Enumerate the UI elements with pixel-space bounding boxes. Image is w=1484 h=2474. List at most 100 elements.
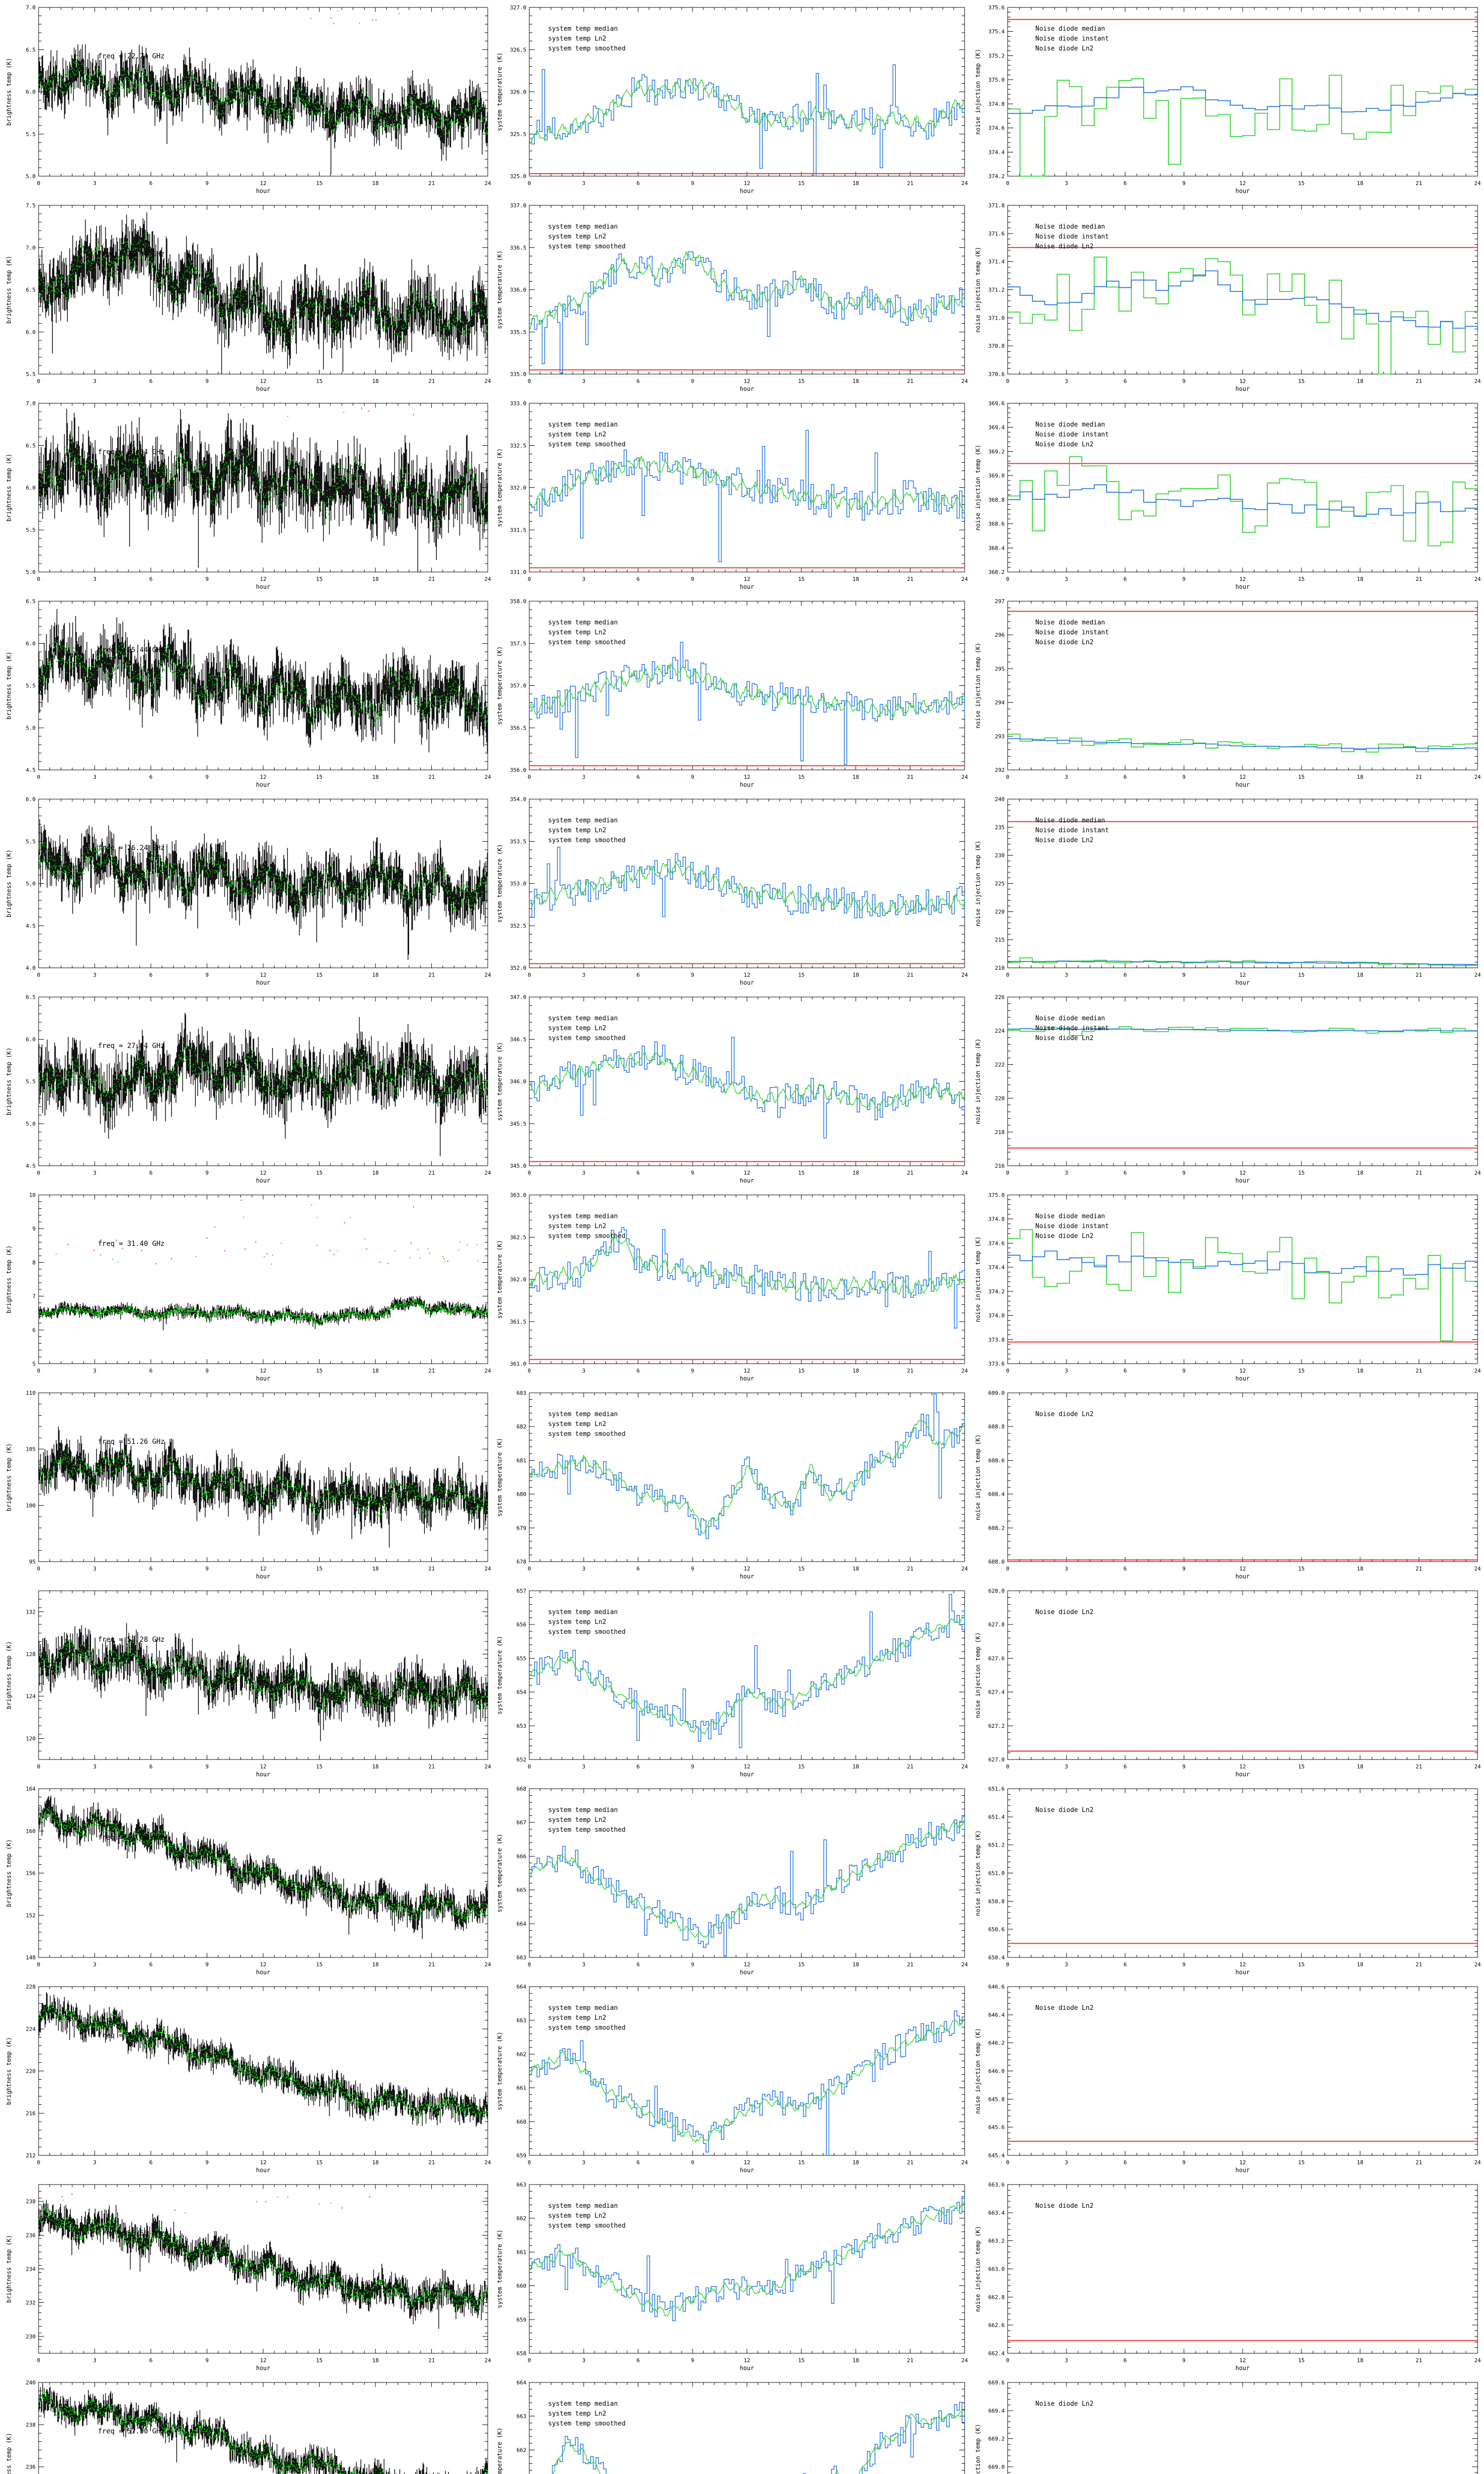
x-tick-label: 3	[93, 180, 96, 187]
y-tick-label: 662	[516, 2215, 526, 2222]
x-tick-label: 6	[1123, 774, 1127, 780]
steps-noise-diode-median	[1008, 484, 1478, 517]
x-tick-label: 9	[1182, 1961, 1186, 1968]
y-tick-label: 333.0	[510, 400, 526, 407]
x-tick-label: 21	[907, 1368, 913, 1374]
plot-brightness-temp-23.84GHz: 0 3 6 9 12 15 18 21 24 5.0 5.5 6.0 6.5 7.0 hour brightn…	[5, 400, 491, 590]
x-tick-label: 3	[1065, 576, 1068, 582]
cell-r7-c1: 0 3 6 9 12 15 18 21 24 5 6 7 8 9 10 hour brightness temp…	[0, 1188, 495, 1385]
outlier-dots-red	[361, 407, 414, 416]
y-tick-label: 651.2	[988, 1842, 1005, 1849]
x-tick-label: 9	[205, 2159, 209, 2166]
x-tick-label: 3	[1065, 1566, 1068, 1572]
y-tick-label: 152	[26, 1912, 36, 1919]
plot-noise-injection-51.26GHz: 0 3 6 9 12 15 18 21 24 608.0 608.2 608.4 608.6 608.8 6…	[974, 1390, 1481, 1580]
y-tick-label: 238	[26, 2198, 36, 2205]
x-tick-label: 6	[149, 378, 153, 384]
x-tick-label: 18	[372, 1170, 378, 1176]
plot-noise-injection-53.86GHz: 0 3 6 9 12 15 18 21 24 650.4 650.6 650.8 651.0 651.2 6…	[974, 1786, 1481, 1976]
x-tick-label: 6	[1123, 1170, 1127, 1176]
x-tick-label: 15	[798, 1763, 804, 1770]
line-system-temp-median	[529, 64, 965, 177]
x-tick-label: 12	[260, 1763, 266, 1770]
x-tick-label: 24	[484, 972, 491, 978]
plot-brightness-temp-26.24GHz: 0 3 6 9 12 15 18 21 24 4.0 4.5 5.0 5.5 6.0 hour brightn…	[5, 796, 491, 986]
x-tick-label: 0	[37, 576, 41, 582]
y-tick-label: 218	[995, 1129, 1005, 1136]
legend-entry: Noise diode median	[1035, 817, 1105, 824]
y-tick-label: 327.0	[510, 4, 526, 11]
x-axis-label: hour	[740, 1573, 754, 1580]
x-tick-label: 15	[1298, 1566, 1304, 1572]
x-tick-label: 21	[1416, 1566, 1422, 1572]
x-tick-label: 15	[1298, 1763, 1304, 1770]
y-tick-label: 669.4	[988, 2408, 1005, 2414]
x-tick-label: 9	[205, 1961, 209, 1968]
x-tick-label: 9	[691, 378, 695, 384]
scatter-green	[38, 639, 488, 725]
y-tick-label: 371.4	[988, 259, 1005, 265]
x-tick-label: 9	[205, 1566, 209, 1572]
y-axis-label: system temperature (K)	[496, 1438, 503, 1517]
x-tick-label: 3	[582, 1170, 586, 1176]
plot-brightness-temp-27.84GHz: 0 3 6 9 12 15 18 21 24 4.5 5.0 5.5 6.0 6.5 hour brightn…	[5, 994, 491, 1184]
y-axis-label: system temperature (K)	[496, 448, 503, 527]
x-tick-label: 3	[93, 2357, 96, 2364]
x-tick-label: 18	[372, 1368, 378, 1374]
x-tick-label: 3	[582, 1961, 586, 1968]
cell-r9-c2: 0 3 6 9 12 15 18 21 24 652 653 654 655 656 657 hour syst…	[495, 1583, 972, 1781]
x-tick-label: 9	[205, 576, 209, 582]
y-tick-label: 5.0	[26, 569, 36, 575]
y-tick-label: 297	[995, 598, 1005, 605]
outlier-dots-red	[67, 1237, 468, 1265]
scatter-green	[38, 1042, 488, 1113]
axis-ticks	[529, 1590, 965, 1760]
x-axis-label: hour	[1236, 781, 1250, 788]
x-tick-label: 18	[852, 1763, 859, 1770]
line-system-temp-median	[529, 1816, 965, 1958]
plot-brightness-temp-57.30GHz: 03691215182124232234236238240hourbrightn…	[5, 2379, 488, 2474]
legend-entry: system temp smoothed	[548, 441, 626, 448]
x-tick-label: 15	[316, 378, 323, 384]
x-tick-label: 18	[372, 1961, 378, 1968]
x-tick-label: 15	[1298, 180, 1304, 187]
y-tick-label: 373.8	[988, 1336, 1005, 1343]
y-tick-label: 374.6	[988, 1240, 1005, 1246]
y-tick-label: 6.0	[26, 485, 36, 491]
y-tick-label: 373.6	[988, 1361, 1005, 1367]
cell-r2-c3: 0 3 6 9 12 15 18 21 24 370.6 370.8 371.0 371.2 371.4 3…	[972, 198, 1484, 396]
y-tick-label: 294	[995, 700, 1005, 706]
y-tick-label: 627.4	[988, 1689, 1005, 1696]
x-tick-label: 9	[691, 1763, 695, 1770]
x-tick-label: 24	[484, 1961, 491, 1968]
y-tick-label: 347.0	[510, 994, 526, 1000]
x-axis-label: hour	[1236, 385, 1250, 392]
x-tick-label: 21	[907, 1961, 913, 1968]
x-tick-label: 12	[1239, 576, 1246, 582]
y-tick-label: 654	[516, 1689, 526, 1696]
y-tick-label: 655	[516, 1655, 526, 1662]
y-axis-label: noise injection temp (K)	[974, 1632, 981, 1718]
x-tick-label: 3	[582, 2159, 586, 2166]
y-tick-label: 110	[26, 1390, 36, 1396]
y-tick-label: 292	[995, 767, 1005, 773]
y-tick-label: 296	[995, 632, 1005, 638]
axis-ticks	[38, 7, 488, 177]
y-tick-label: 651.4	[988, 1814, 1005, 1820]
x-tick-label: 6	[637, 2357, 640, 2364]
x-axis-label: hour	[256, 2365, 271, 2372]
plot-brightness-temp-22.24GHz: 0 3 6 9 12 15 18 21 24 5.0 5.5 6.0 6.5 7.0 hour brightn…	[5, 4, 491, 194]
legend-entry: Noise diode median	[1035, 223, 1105, 231]
x-tick-label: 18	[1357, 774, 1363, 780]
x-tick-label: 21	[907, 1763, 913, 1770]
line-system-temp-smoothed	[529, 860, 965, 916]
axis-ticks	[529, 1194, 965, 1364]
x-tick-label: 18	[372, 2357, 378, 2364]
y-tick-label: 95	[29, 1559, 36, 1565]
y-tick-label: 679	[516, 1525, 526, 1531]
x-tick-label: 24	[1474, 2159, 1481, 2166]
legend-entry: Noise diode Ln2	[1035, 441, 1093, 448]
x-tick-label: 9	[1182, 1566, 1186, 1572]
legend-entry: Noise diode Ln2	[1035, 2004, 1093, 2012]
axis-ticks	[1007, 2184, 1478, 2354]
